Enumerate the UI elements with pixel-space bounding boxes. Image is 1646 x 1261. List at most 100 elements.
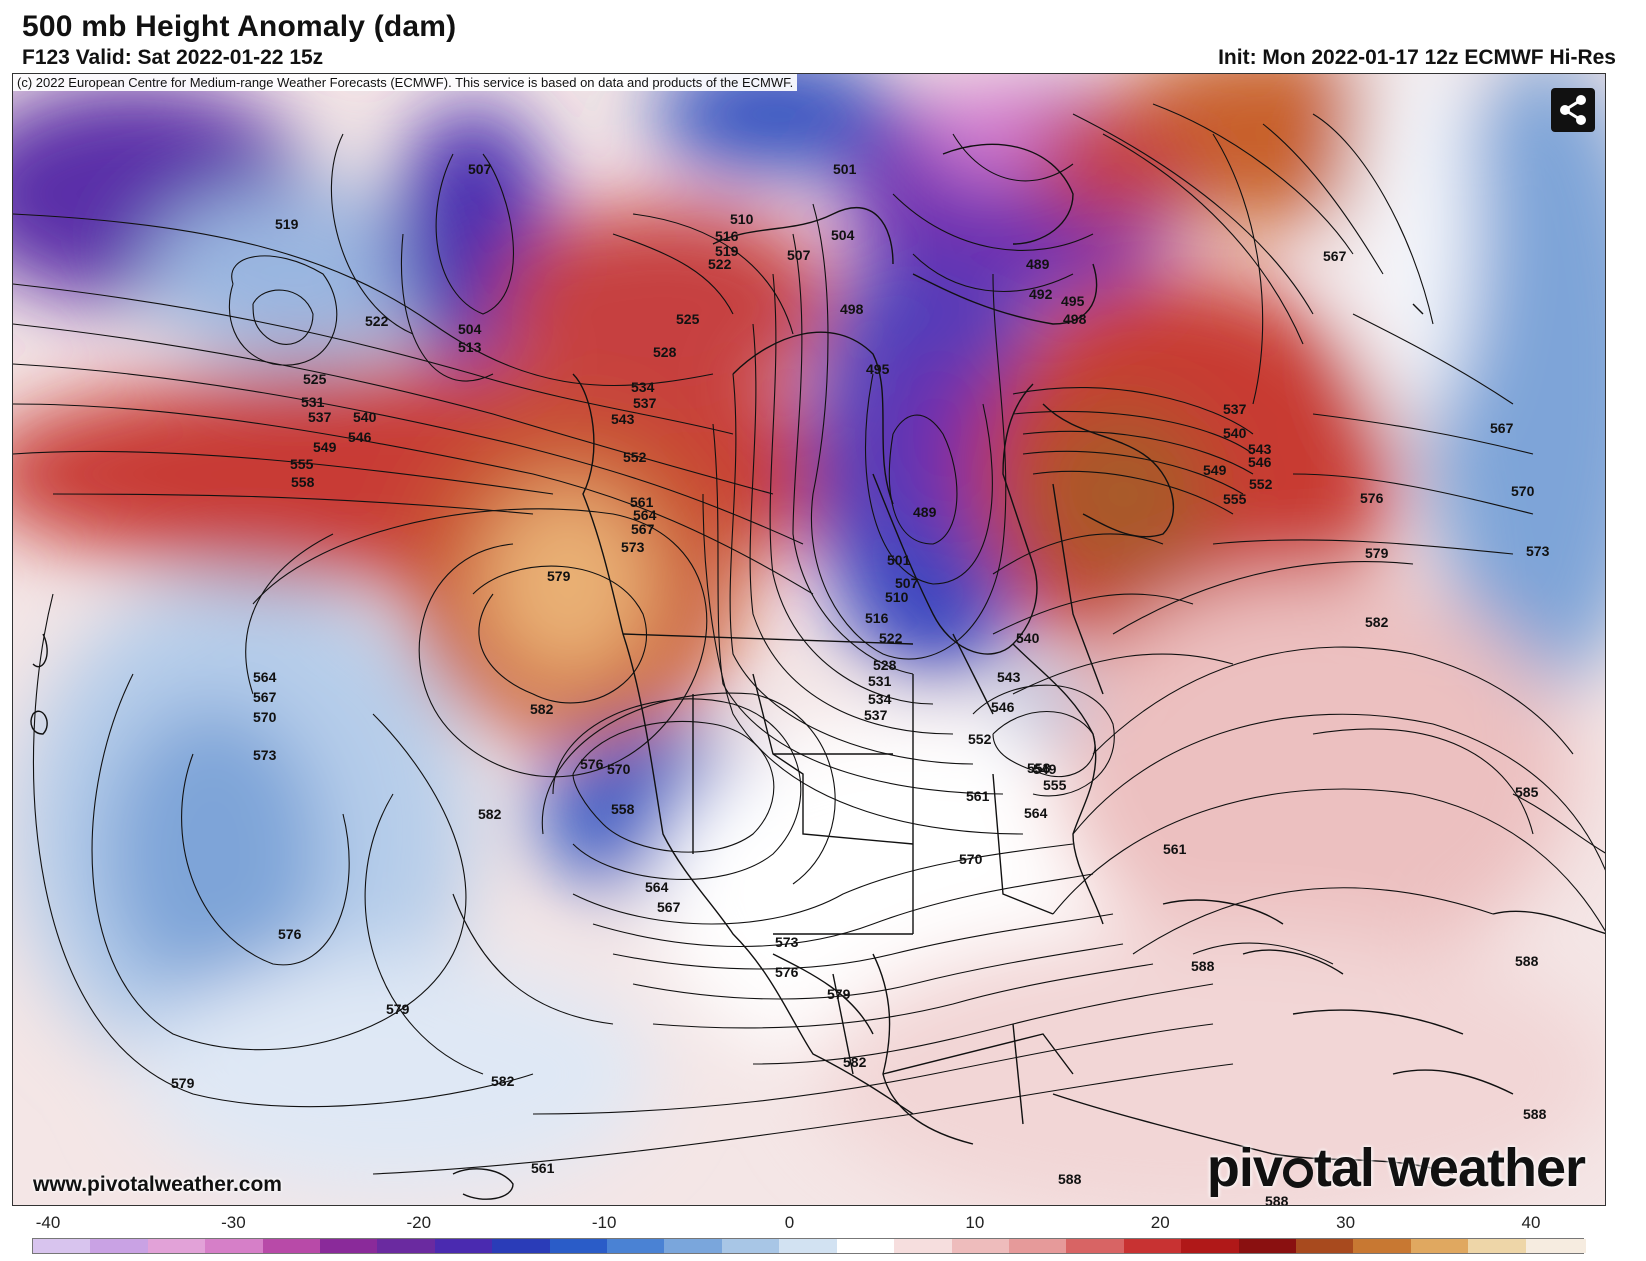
contour-label: 489 (1026, 256, 1050, 272)
contour-label: 498 (1063, 311, 1087, 327)
contour-label: 522 (365, 313, 389, 329)
contour-label: 567 (253, 689, 277, 705)
contour-label: 582 (843, 1054, 867, 1070)
contour-label: 564 (645, 879, 669, 895)
contour-label: 549 (1203, 462, 1227, 478)
colorbar-swatch (90, 1239, 151, 1253)
colorbar-swatch (1066, 1239, 1127, 1253)
colorbar-tick: 30 (1336, 1213, 1356, 1232)
colorbar-swatch (1238, 1239, 1300, 1253)
contour-label: 567 (1490, 420, 1514, 436)
contour-label: 588 (1523, 1106, 1547, 1122)
contour-label: 537 (864, 707, 888, 723)
contour-label: 528 (873, 657, 897, 673)
contour-label: 498 (840, 301, 864, 317)
contour-label: 510 (730, 211, 754, 227)
contour-label: 588 (1058, 1171, 1082, 1187)
colorbar-swatch (894, 1239, 955, 1253)
colorbar-swatch (664, 1239, 725, 1253)
colorbar-swatch (1295, 1239, 1357, 1253)
contour-label: 543 (997, 669, 1021, 685)
contour-label: 558 (291, 474, 315, 490)
contour-label: 495 (866, 361, 890, 377)
contour-label: 519 (715, 243, 739, 259)
colorbar (32, 1238, 1587, 1254)
contour-label: 573 (1526, 543, 1550, 559)
contour-label: 558 (611, 801, 635, 817)
colorbar-tick-labels: -40 -30 -20 -10 0 10 20 30 40 (0, 1213, 1646, 1235)
contour-label: 525 (676, 311, 700, 327)
contour-label: 543 (611, 411, 635, 427)
colorbar-swatch (1410, 1239, 1472, 1253)
contour-label: 537 (1223, 401, 1247, 417)
contour-label: 579 (171, 1075, 195, 1091)
contour-label: 561 (630, 494, 654, 510)
contour-label: 513 (458, 339, 482, 355)
contour-label: 588 (1265, 1193, 1289, 1206)
anomaly-shading (13, 74, 1605, 1205)
contour-label: 573 (253, 747, 277, 763)
contour-label: 567 (1323, 248, 1347, 264)
colorbar-swatch (147, 1239, 209, 1253)
brand-logo: piv tal weather (1207, 1137, 1586, 1199)
contour-label: 546 (1248, 454, 1272, 470)
contour-label: 555 (290, 456, 314, 472)
colorbar-tick: -20 (406, 1213, 432, 1232)
colorbar-swatch (721, 1239, 783, 1253)
contour-label: 537 (633, 395, 657, 411)
contour-label: 588 (1191, 958, 1215, 974)
contour-label: 516 (715, 228, 739, 244)
share-button[interactable] (1551, 88, 1595, 132)
contour-label: 540 (1016, 630, 1040, 646)
contour-label: 576 (580, 756, 604, 772)
colorbar-tick: 20 (1150, 1213, 1170, 1232)
contour-label: 540 (1223, 425, 1247, 441)
contour-label: 525 (303, 371, 327, 387)
contour-label: 504 (458, 321, 482, 337)
colorbar-swatch (607, 1239, 668, 1253)
contour-label: 579 (386, 1001, 410, 1017)
contour-label: 534 (631, 379, 655, 395)
colorbar-tick: 0 (784, 1213, 795, 1232)
site-url[interactable]: www.pivotalweather.com (33, 1173, 282, 1196)
colorbar-tick: -40 (35, 1213, 61, 1232)
map-panel[interactable]: 507 519 522 525 531 537 540 546 549 555 558 504 513 5… (12, 73, 1606, 1206)
contour-label: 564 (633, 507, 657, 523)
contour-label: 567 (631, 521, 655, 537)
contour-label: 522 (708, 256, 732, 272)
contour-label: 570 (607, 761, 631, 777)
init-time: Init: Mon 2022-01-17 12z ECMWF Hi-Res (1218, 46, 1616, 69)
brand-logo-o-mark (1282, 1158, 1313, 1188)
contour-label: 501 (887, 552, 911, 568)
contour-label: 573 (621, 539, 645, 555)
colorbar-swatch (951, 1239, 1013, 1253)
contour-label: 528 (653, 344, 677, 360)
contour-label: 549 (1033, 761, 1057, 777)
contour-label: 576 (1360, 490, 1384, 506)
contour-label: 579 (827, 986, 851, 1002)
colorbar-swatch (205, 1239, 266, 1253)
colorbar-tick: 40 (1521, 1213, 1541, 1232)
colorbar-tick: 10 (965, 1213, 985, 1232)
page-title: 500 mb Height Anomaly (dam) (22, 10, 457, 43)
contour-label: 588 (1515, 953, 1539, 969)
contour-label: 582 (478, 806, 502, 822)
contour-label: 582 (530, 701, 554, 717)
contour-label: 576 (775, 964, 799, 980)
contour-label: 549 (313, 439, 337, 455)
contour-label: 507 (787, 247, 811, 263)
contour-label: 555 (1223, 491, 1247, 507)
colorbar-swatch (377, 1239, 438, 1253)
contour-label: 504 (831, 227, 855, 243)
contour-label: 570 (1511, 483, 1535, 499)
contour-label: 546 (348, 429, 372, 445)
colorbar-swatch (549, 1239, 611, 1253)
contour-label: 537 (308, 409, 332, 425)
colorbar-swatch (1525, 1239, 1587, 1253)
colorbar-swatch (1123, 1239, 1185, 1253)
contour-label: 567 (657, 899, 681, 915)
colorbar-swatch (1468, 1239, 1529, 1253)
brand-logo-post: tal weather (1313, 1138, 1586, 1198)
colorbar-swatch (779, 1239, 840, 1253)
